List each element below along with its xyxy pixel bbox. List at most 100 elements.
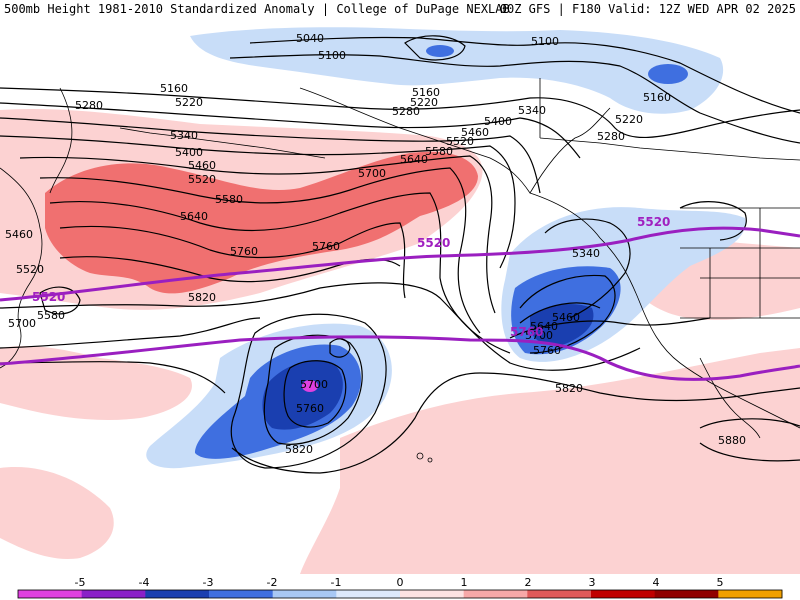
positive-anomaly-region-sw (0, 467, 114, 559)
contour-label: 5280 (75, 99, 103, 112)
contour-line (509, 317, 711, 339)
negative-anomaly-north-core-2 (648, 64, 688, 84)
contour-label: 5700 (8, 317, 36, 330)
contour-line (544, 218, 631, 319)
colorbar-tick-label: -2 (267, 576, 278, 589)
contour-line (0, 117, 541, 194)
colorbar-segment (591, 590, 656, 598)
contour-line (0, 102, 581, 159)
contour-label: 5700 (358, 167, 386, 180)
contour-label: 5820 (188, 291, 216, 304)
contour-line (0, 87, 800, 138)
colorbar-segment (145, 590, 210, 598)
coastline-kamchatka (49, 87, 73, 194)
coastlines (0, 78, 800, 463)
contour-label: 5460 (461, 126, 489, 139)
colorbar-segment (654, 590, 719, 598)
colorbar-outline (17, 589, 783, 599)
contour-line (229, 54, 800, 144)
coastline-aleutians (119, 127, 326, 159)
contour-label: 5340 (572, 247, 600, 260)
anomaly-colorbar: -5 -4 -3 -2 -1 0 1 2 3 4 5 (17, 576, 783, 599)
map-header: 500mb Height 1981-2010 Standardized Anom… (0, 0, 800, 18)
colorbar-segment (336, 590, 401, 598)
contour-label: 5760 (296, 402, 324, 415)
coastline-north-america-west (529, 192, 800, 429)
contour-label: 5460 (5, 228, 33, 241)
colorbar-tick-label: 4 (653, 576, 660, 589)
contour-label: 5520 (446, 135, 474, 148)
colorbar-tick-label: 5 (717, 576, 724, 589)
colorbar-ticks: -5 -4 -3 -2 -1 0 1 2 3 4 5 (75, 576, 724, 589)
contour-line (699, 418, 800, 429)
contour-label: 5580 (425, 145, 453, 158)
colorbar-tick-label: 3 (589, 576, 596, 589)
contour-label: 5880 (718, 434, 746, 447)
contour-label: 5400 (175, 146, 203, 159)
contour-label: 5760 (230, 245, 258, 258)
colorbar-segment (463, 590, 528, 598)
contour-line (49, 192, 511, 354)
colorbar-tick-label: 1 (461, 576, 468, 589)
colorbar-tick-label: -4 (139, 576, 150, 589)
contour-label: 5160 (643, 91, 671, 104)
contour-label: 5580 (215, 193, 243, 206)
colorbar-tick-label: 0 (397, 576, 404, 589)
contour-label: 5520 (188, 173, 216, 186)
colorbar-tick-label: -3 (203, 576, 214, 589)
contour-label: 5640 (530, 320, 558, 333)
contour-line (231, 372, 800, 474)
contour-line (0, 317, 261, 349)
hawaii-islands-2 (427, 457, 433, 463)
contour-label: 5520 (16, 263, 44, 276)
colorbar-segment (18, 590, 83, 598)
hawaii-islands (416, 452, 424, 460)
contour-label: 5700 (300, 378, 328, 391)
contour-label: 5580 (37, 309, 65, 322)
contour-label: 5760 (533, 344, 561, 357)
thickness-label: 5520 (637, 215, 670, 229)
thickness-5520-line (0, 226, 800, 302)
contour-label: 5640 (180, 210, 208, 223)
colorbar-tick-label: -5 (75, 576, 86, 589)
positive-anomaly-region-west (0, 346, 192, 420)
contour-label: 5340 (518, 104, 546, 117)
thickness-5760-line (0, 335, 800, 381)
positive-anomaly-region-south (300, 348, 800, 574)
contour-label: 5820 (555, 382, 583, 395)
contour-line (230, 313, 387, 469)
contour-line (0, 282, 641, 371)
model-valid-time: 00Z GFS | F180 Valid: 12Z WED APR 02 202… (499, 2, 796, 16)
thickness-labels: 5520 5520 5520 5760 (32, 215, 670, 339)
colorbar-tick-label: -1 (331, 576, 342, 589)
coastline-baja (699, 357, 761, 439)
contour-label: 5700 (525, 329, 553, 342)
negative-anomaly-north (190, 27, 724, 114)
contour-line (519, 274, 616, 354)
anomaly-map: 5040 5100 5100 5160 5160 5160 5220 5220 … (0, 18, 800, 574)
contour-label: 5760 (312, 240, 340, 253)
thickness-label: 5760 (510, 325, 543, 339)
contour-line (329, 338, 351, 358)
colorbar-segment (209, 590, 274, 598)
colorbar-segment (81, 590, 146, 598)
colorbar-segment (718, 590, 783, 598)
colorbar-segment (527, 590, 592, 598)
height-contours (0, 35, 800, 474)
contour-label: 5460 (552, 311, 580, 324)
colorbar-segments (17, 589, 783, 599)
contour-line (39, 167, 481, 334)
thickness-label: 5520 (417, 236, 450, 250)
contour-line (283, 360, 347, 428)
contour-label: 5400 (484, 115, 512, 128)
state-borders (680, 207, 800, 319)
contour-label: 5820 (285, 443, 313, 456)
coastline-asia-east (0, 167, 43, 369)
colorbar-segment (400, 590, 465, 598)
contour-label: 5220 (615, 113, 643, 126)
contour-label: 5220 (175, 96, 203, 109)
contour-label: 5100 (531, 35, 559, 48)
thickness-label: 5520 (32, 290, 65, 304)
negative-anomaly-central-peak (302, 380, 318, 392)
contour-line (0, 135, 516, 269)
